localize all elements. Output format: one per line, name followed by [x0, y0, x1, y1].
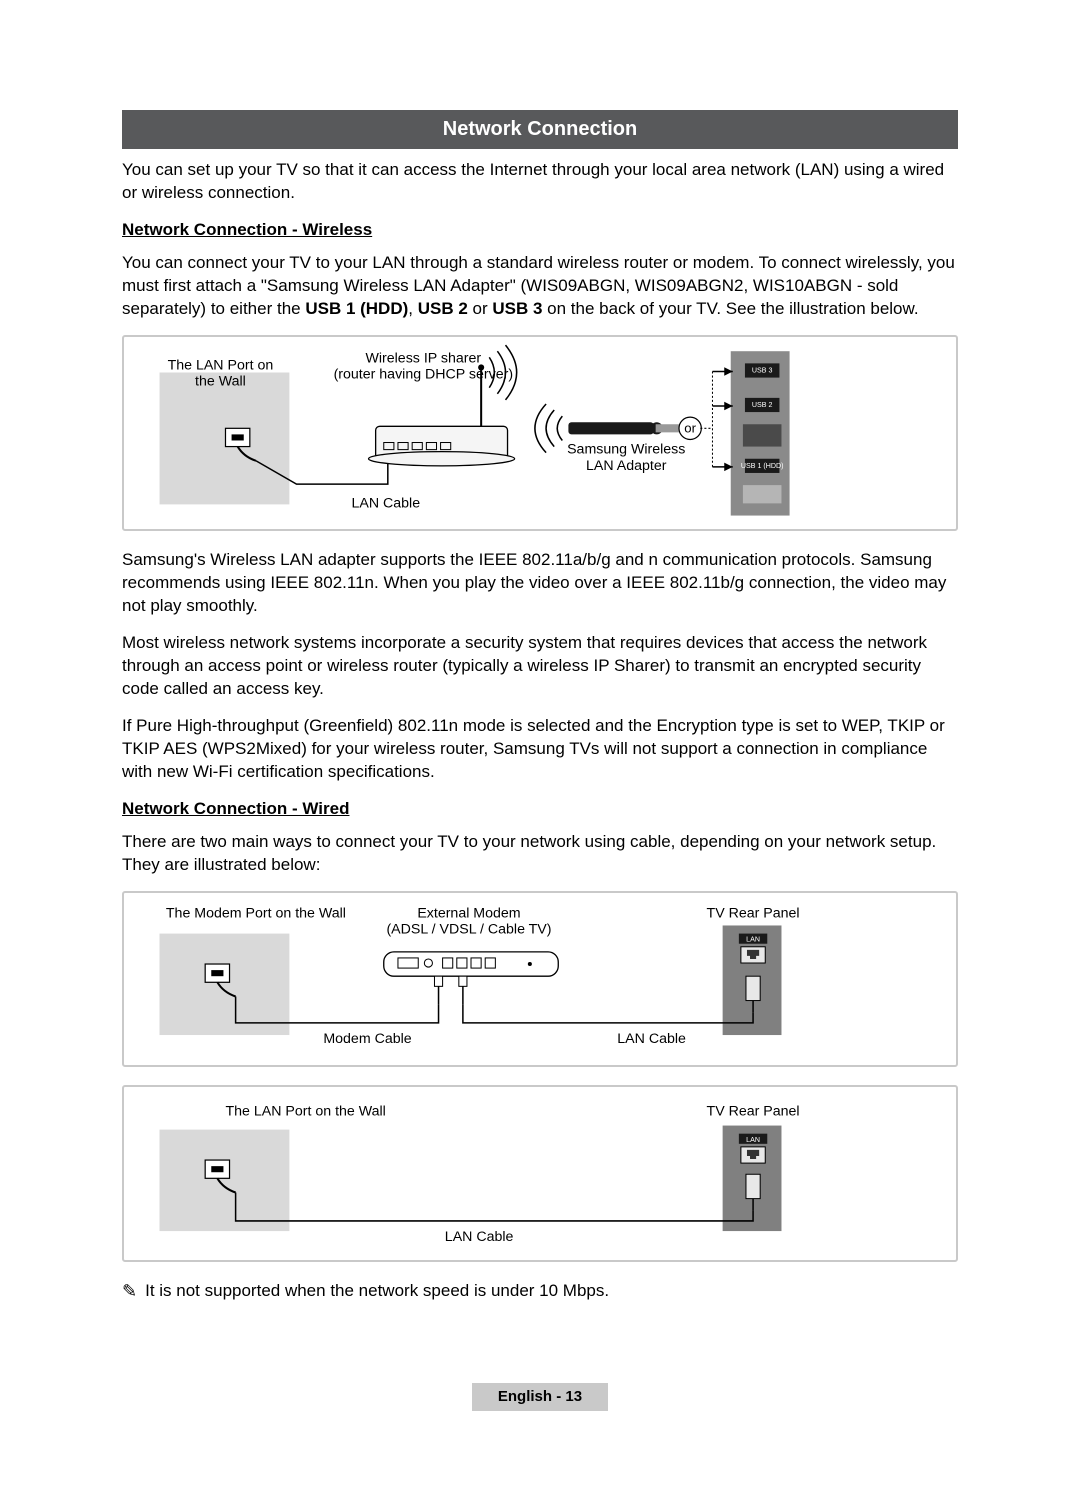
- lan-port-label-l2: the Wall: [195, 373, 246, 389]
- wired-para1: There are two main ways to connect your …: [122, 831, 958, 877]
- wireless-ip-l1: Wireless IP sharer: [366, 350, 482, 366]
- tv-rear-label-1: TV Rear Panel: [707, 905, 800, 921]
- usb3-port: USB 3: [752, 366, 773, 374]
- wireless-para2: Samsung's Wireless LAN adapter supports …: [122, 549, 958, 618]
- wired-heading: Network Connection - Wired: [122, 798, 958, 821]
- adapter-l1: Samsung Wireless: [567, 441, 685, 457]
- note: ✎ It is not supported when the network s…: [122, 1280, 958, 1303]
- or-label: or: [684, 420, 696, 435]
- wired-diagram-1: The Modem Port on the Wall External Mode…: [122, 891, 958, 1067]
- section-header: Network Connection: [122, 110, 958, 149]
- wireless-diagram: The LAN Port on the Wall LAN Cable Wirel…: [122, 335, 958, 532]
- adapter-l2: LAN Adapter: [586, 458, 667, 474]
- adapter-icon: [568, 422, 682, 434]
- footer-sep: -: [552, 1388, 565, 1405]
- modem-cable-label: Modem Cable: [323, 1031, 411, 1047]
- wired-diagram-2-svg: The LAN Port on the Wall TV Rear Panel L…: [124, 1087, 956, 1259]
- wireless-ip-l2: (router having DHCP server): [334, 366, 514, 382]
- note-icon: ✎: [122, 1282, 137, 1300]
- wired-diagram-1-svg: The Modem Port on the Wall External Mode…: [124, 893, 956, 1065]
- footer-page: 13: [565, 1388, 582, 1405]
- modem-port-label: The Modem Port on the Wall: [166, 905, 346, 921]
- wireless-diagram-svg: The LAN Port on the Wall LAN Cable Wirel…: [124, 337, 956, 530]
- footer-lang: English: [498, 1388, 552, 1405]
- lan-cable-label-2: LAN Cable: [445, 1229, 514, 1245]
- usb2-port: USB 2: [752, 401, 773, 409]
- usb1-label: USB 1 (HDD): [305, 299, 408, 318]
- lan-port-label-d2: The LAN Port on the Wall: [225, 1104, 385, 1120]
- note-text: It is not supported when the network spe…: [145, 1280, 609, 1303]
- ext-modem-l1: External Modem: [417, 905, 520, 921]
- ext-modem-l2: (ADSL / VDSL / Cable TV): [386, 921, 551, 937]
- lan-cable-label: LAN Cable: [351, 495, 420, 511]
- tv-rear-label-2: TV Rear Panel: [707, 1104, 800, 1120]
- wireless-para1: You can connect your TV to your LAN thro…: [122, 252, 958, 321]
- wireless-para1-post: on the back of your TV. See the illustra…: [542, 299, 918, 318]
- lan-cable-label-1: LAN Cable: [617, 1031, 686, 1047]
- intro-text: You can set up your TV so that it can ac…: [122, 159, 958, 205]
- lan-port-label-d1: LAN: [746, 935, 760, 943]
- sep1: ,: [408, 299, 417, 318]
- page-footer: English - 13: [122, 1383, 958, 1411]
- wireless-heading: Network Connection - Wireless: [122, 219, 958, 242]
- wireless-para4: If Pure High-throughput (Greenfield) 802…: [122, 715, 958, 784]
- lan-port-label-d2b: LAN: [746, 1136, 760, 1144]
- sep2: or: [468, 299, 493, 318]
- wired-diagram-2: The LAN Port on the Wall TV Rear Panel L…: [122, 1085, 958, 1261]
- usb1-port: USB 1 (HDD): [741, 462, 784, 470]
- usb3-label: USB 3: [492, 299, 542, 318]
- usb2-label: USB 2: [418, 299, 468, 318]
- lan-port-label-l1: The LAN Port on: [168, 357, 274, 373]
- wireless-para3: Most wireless network systems incorporat…: [122, 632, 958, 701]
